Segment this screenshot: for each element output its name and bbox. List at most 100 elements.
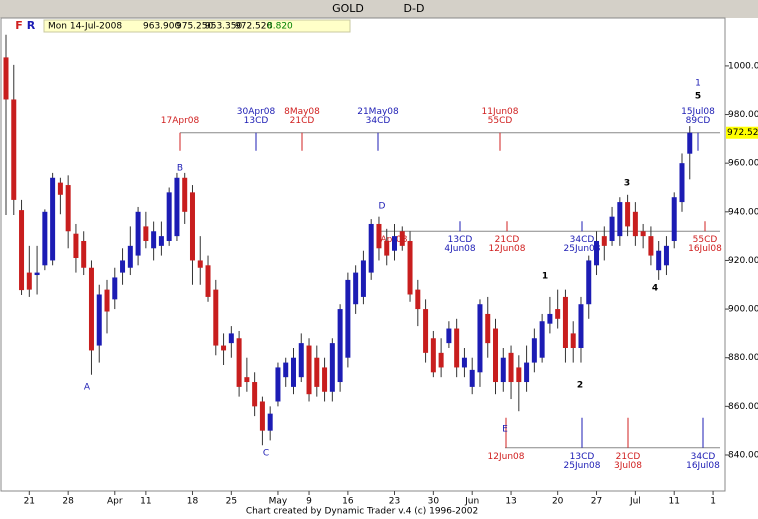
- wave-label: 2: [577, 381, 583, 391]
- candle-body: [81, 240, 87, 268]
- candle-body: [376, 223, 382, 249]
- projection-label: 25Jun08: [564, 244, 601, 254]
- x-tick-label: 18: [187, 497, 199, 507]
- y-tick-label: 860.00: [728, 402, 758, 412]
- candle-body: [586, 260, 592, 305]
- x-tick-label: 16: [342, 497, 354, 507]
- y-tick-label: 880.00: [728, 353, 758, 363]
- candle-body: [65, 185, 71, 232]
- candle-body: [34, 272, 40, 276]
- projection-label: 21CD: [616, 452, 641, 462]
- candle-body: [601, 236, 607, 246]
- candle-body: [430, 338, 436, 373]
- projection-label: 89CD: [686, 116, 711, 126]
- candle-body: [3, 57, 9, 100]
- candle-body: [221, 345, 227, 351]
- x-tick-label: 1: [710, 497, 716, 507]
- candle-body: [368, 223, 374, 273]
- candle-body: [570, 333, 576, 348]
- chart-subtitle: D-D: [404, 2, 425, 15]
- candle-body: [205, 265, 211, 297]
- info-field: 953.350: [205, 22, 242, 32]
- candle-body: [19, 210, 25, 291]
- candle-body: [228, 333, 234, 344]
- candle-body: [57, 182, 63, 195]
- projection-label: 34CD: [570, 235, 595, 245]
- candle-body: [283, 362, 289, 378]
- candle-body: [182, 177, 188, 212]
- x-tick-label: May: [269, 497, 288, 507]
- y-tick-label: 900.00: [728, 305, 758, 315]
- candle-body: [392, 236, 397, 251]
- wave-label: 3: [624, 179, 630, 189]
- y-tick-label: 940.00: [728, 207, 758, 217]
- wave-label: 4: [652, 284, 658, 294]
- candle-body: [151, 231, 157, 249]
- x-tick-label: Jul: [629, 497, 641, 507]
- candle-body: [26, 272, 32, 290]
- candle-body: [547, 313, 553, 324]
- candle-body: [135, 211, 141, 256]
- candle-body: [423, 309, 429, 353]
- candle-body: [485, 313, 491, 344]
- candle-body: [508, 352, 514, 383]
- projection-label: 30Apr08: [237, 107, 276, 117]
- projection-label: 17Apr08: [161, 116, 200, 126]
- candle-body: [73, 233, 79, 259]
- candle-body: [438, 352, 444, 368]
- candle-body: [329, 343, 335, 392]
- y-tick-label: 840.00: [728, 450, 758, 460]
- candle-body: [236, 338, 242, 387]
- projection-label: 55CD: [488, 116, 513, 126]
- projection-label: 21CD: [495, 235, 520, 245]
- projection-label: 12Jun08: [488, 452, 525, 462]
- candle-body: [446, 328, 452, 344]
- candle-body: [314, 357, 320, 387]
- x-tick-label: 20: [552, 497, 564, 507]
- candle-body: [578, 304, 584, 348]
- projection-label: 13CD: [448, 235, 473, 245]
- candle-body: [345, 279, 351, 358]
- candle-body: [337, 309, 343, 383]
- candle-body: [42, 211, 48, 266]
- y-tick-label: 960.00: [728, 159, 758, 169]
- x-tick-label: 27: [591, 497, 602, 507]
- info-box: [43, 19, 351, 33]
- candle-body: [244, 377, 250, 383]
- candle-body: [112, 277, 118, 300]
- info-field: 975.250: [176, 22, 213, 32]
- last-price-label: 972.520: [727, 128, 758, 138]
- candle-body: [640, 231, 646, 237]
- candle-body: [353, 272, 359, 305]
- x-tick-label: 9: [306, 497, 312, 507]
- candle-body: [617, 202, 623, 237]
- projection-label: 12Jun08: [489, 244, 526, 254]
- info-field: 963.900: [143, 22, 180, 32]
- candle-body: [275, 367, 281, 402]
- candle-body: [625, 202, 631, 227]
- wave-label: E: [502, 425, 508, 435]
- candle-body: [259, 401, 265, 431]
- last-price-box: [726, 126, 758, 139]
- toolbar-button[interactable]: R: [27, 19, 36, 32]
- candle-body: [88, 267, 94, 351]
- projection-label: 55CD: [693, 235, 718, 245]
- wave-label: 1: [542, 272, 548, 282]
- candle-body: [384, 240, 390, 256]
- candle-body: [679, 163, 685, 203]
- candle-body: [632, 211, 638, 237]
- projection-label: 16Jul08: [686, 461, 720, 471]
- candle-body: [562, 296, 568, 348]
- candle-body: [493, 328, 499, 383]
- info-field: 972.520: [235, 22, 272, 32]
- header-bar: [0, 0, 758, 18]
- candle-body: [127, 245, 133, 268]
- x-tick-label: 30: [428, 497, 440, 507]
- x-tick-label: 13: [505, 497, 516, 507]
- x-tick-label: 23: [389, 497, 400, 507]
- candle-body: [96, 294, 102, 346]
- wave-label: C: [263, 449, 269, 459]
- projection-label: 13CD: [570, 452, 595, 462]
- toolbar-button[interactable]: F: [15, 19, 23, 32]
